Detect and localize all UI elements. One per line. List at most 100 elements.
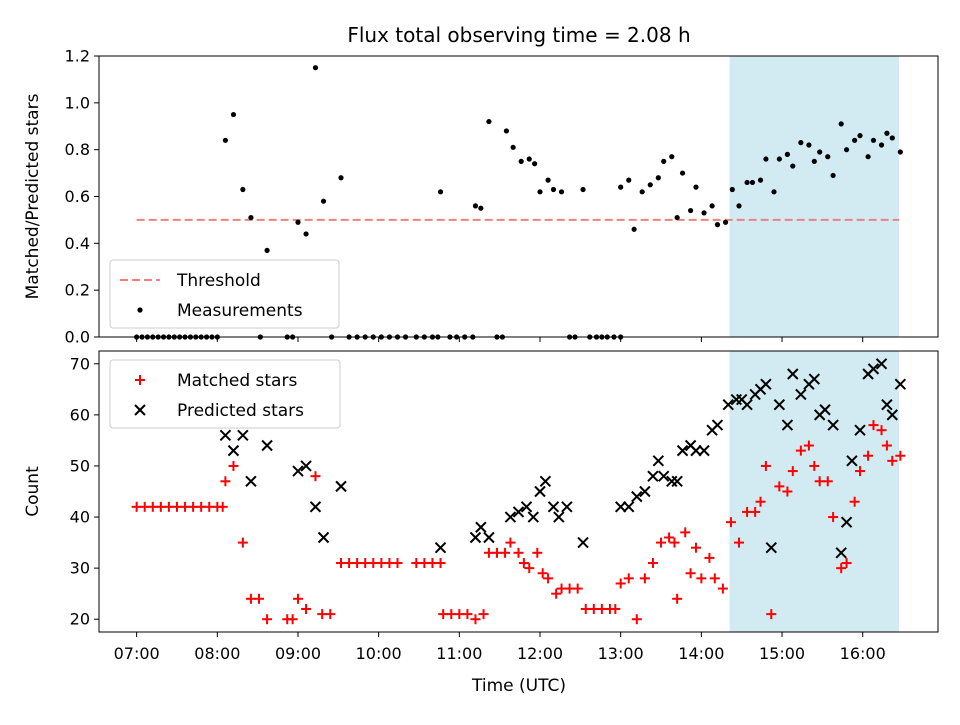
predicted-star-point	[547, 501, 560, 513]
measurement-point	[320, 198, 327, 204]
measurement-point	[639, 189, 645, 195]
matched-star-point	[470, 614, 481, 625]
matched-star-point	[887, 455, 898, 466]
legend-matched-swatch	[135, 375, 145, 385]
predicted-star-point	[434, 541, 447, 554]
y-tick-label: 0.4	[65, 234, 90, 253]
matched-star-point	[500, 547, 511, 558]
legend-box	[109, 259, 340, 329]
predicted-star-point	[219, 429, 232, 442]
measurement-point	[736, 203, 742, 209]
matched-star-point	[610, 604, 621, 615]
matched-star-point	[551, 588, 562, 599]
measurement-point	[264, 247, 270, 253]
measurement-point	[647, 182, 653, 188]
measurement-point	[817, 149, 823, 155]
predicted-star-point	[835, 547, 847, 559]
predicted-star-point	[658, 470, 670, 482]
matched-star-point	[669, 537, 680, 548]
measurement-point	[510, 144, 516, 150]
y-tick-label: 0.2	[65, 281, 90, 300]
measurement-point	[749, 179, 756, 186]
measurement-point	[798, 140, 804, 146]
matched-star-point	[717, 583, 728, 594]
matched-star-point	[868, 420, 879, 431]
y-tick-label: 0.0	[65, 328, 90, 347]
matched-star-point	[760, 460, 771, 471]
matched-star-point	[254, 593, 265, 604]
matched-star-point	[478, 609, 489, 620]
measurement-point	[722, 219, 729, 225]
predicted-star-point	[765, 541, 777, 554]
matched-star-point	[623, 573, 634, 584]
matched-star-point	[524, 563, 535, 574]
measurement-point	[889, 135, 895, 141]
predicted-star-point	[335, 480, 347, 493]
matched-star-point	[895, 450, 906, 461]
y-tick-label: 0.6	[65, 187, 90, 206]
predicted-star-point	[741, 398, 753, 411]
measurement-point	[532, 161, 538, 167]
measurement-point	[661, 158, 667, 164]
x-tick-label: 07:00	[114, 644, 160, 663]
x-tick-label: 09:00	[275, 644, 321, 663]
measurement-point	[852, 137, 858, 143]
predicted-star-point	[647, 470, 659, 482]
measurement-point	[550, 186, 557, 193]
measurement-point	[811, 158, 817, 164]
matched-star-point	[787, 466, 798, 477]
x-tick-label: 14:00	[678, 644, 724, 663]
matched-star-point	[228, 460, 239, 471]
matched-star-point	[766, 609, 777, 620]
legend-top: Threshold Measurements	[109, 259, 340, 329]
predicted-star-point	[245, 475, 257, 487]
predicted-star-point	[512, 506, 525, 518]
predicted-star-point	[711, 419, 724, 431]
measurement-point	[312, 65, 319, 71]
measurement-point	[771, 189, 777, 195]
matched-star-point	[881, 440, 892, 451]
measurement-point	[843, 147, 850, 153]
predicted-star-point	[483, 531, 495, 544]
predicted-star-point	[227, 444, 240, 457]
predicted-star-point	[795, 388, 807, 401]
matched-star-point	[803, 440, 814, 451]
measurement-point	[709, 203, 715, 209]
measurement-point	[503, 128, 509, 134]
matched-star-point	[828, 512, 839, 523]
predicted-star-point	[561, 501, 573, 513]
y-tick-label: 70	[70, 354, 90, 373]
predicted-star-point	[539, 475, 552, 487]
matched-star-point	[505, 537, 516, 548]
measurement-point	[669, 154, 675, 160]
predicted-star-point	[577, 536, 589, 549]
predicted-star-point	[781, 419, 794, 431]
predicted-star-point	[631, 490, 643, 503]
matched-star-point	[543, 573, 554, 584]
matched-star-point	[292, 593, 303, 604]
x-tick-label: 10:00	[356, 644, 402, 663]
x-tick-label: 11:00	[436, 644, 482, 663]
y-tick-label: 1.2	[65, 47, 90, 66]
measurement-point	[693, 184, 699, 190]
matched-star-point	[532, 547, 543, 558]
predicted-star-point	[808, 373, 821, 385]
legend-predicted-swatch	[134, 404, 146, 416]
predicted-star-point	[854, 424, 866, 436]
measurement-point	[897, 149, 903, 155]
matched-star-point	[656, 537, 667, 548]
predicted-star-point	[261, 439, 273, 452]
predicted-star-point	[534, 485, 546, 498]
measurement-point	[580, 186, 586, 193]
measurement-point	[757, 177, 764, 183]
matched-star-point	[680, 527, 691, 538]
matched-star-point	[725, 517, 736, 528]
matched-star-point	[822, 476, 833, 487]
predicted-star-point	[867, 363, 880, 375]
bottom-panel: 20 30 40 50 60 70 07:00 08:00 09:00 10:00 11:00 12…	[23, 350, 939, 663]
measurement-point	[838, 121, 844, 127]
matched-star-point	[518, 558, 529, 569]
predicted-star-point	[819, 404, 831, 416]
predicted-star-point	[300, 460, 312, 472]
